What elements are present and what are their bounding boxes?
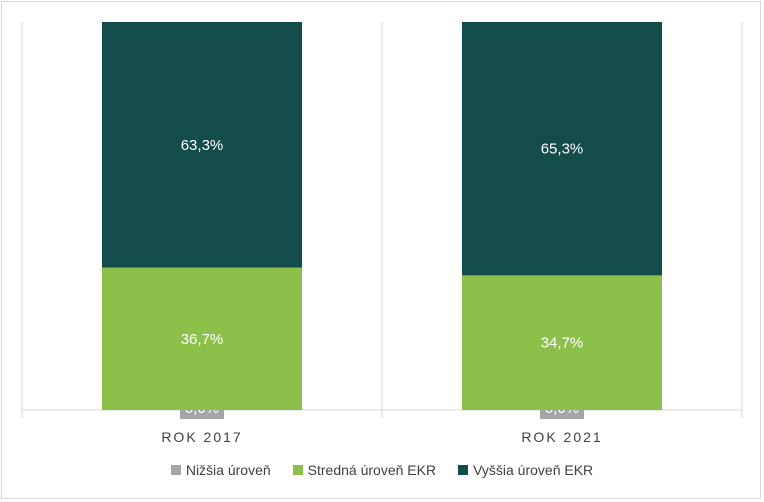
legend-item: Nižšia úroveň (170, 462, 271, 478)
bar-segment-1-2 (462, 22, 662, 276)
legend-label: Nižšia úroveň (185, 462, 271, 478)
bar-segment-0-2 (102, 22, 302, 268)
category-label: ROK 2017 (161, 429, 242, 445)
legend-swatch (292, 465, 303, 475)
data-label: 34,7% (541, 335, 584, 352)
legend-item: Vyššia úroveň EKR (458, 462, 593, 478)
bar-segment-0-1 (102, 267, 302, 410)
category-label: ROK 2021 (521, 429, 602, 445)
legend-item: Stredná úroveň EKR (292, 462, 437, 478)
data-label: 63,3% (181, 137, 224, 154)
legend-label: Stredná úroveň EKR (307, 462, 437, 478)
data-label: 65,3% (541, 141, 584, 158)
data-label: 36,7% (181, 331, 224, 348)
chart-legend: Nižšia úroveň Stredná úroveň EKR Vyššia úr… (0, 458, 764, 482)
legend-swatch (458, 465, 469, 475)
legend-swatch (170, 465, 181, 475)
bar-segment-1-1 (462, 275, 662, 410)
legend-label: Vyššia úroveň EKR (473, 462, 594, 478)
chart-plot: 0,0%36,7%63,3%ROK 20170,0%34,7%65,3%ROK … (21, 22, 743, 445)
